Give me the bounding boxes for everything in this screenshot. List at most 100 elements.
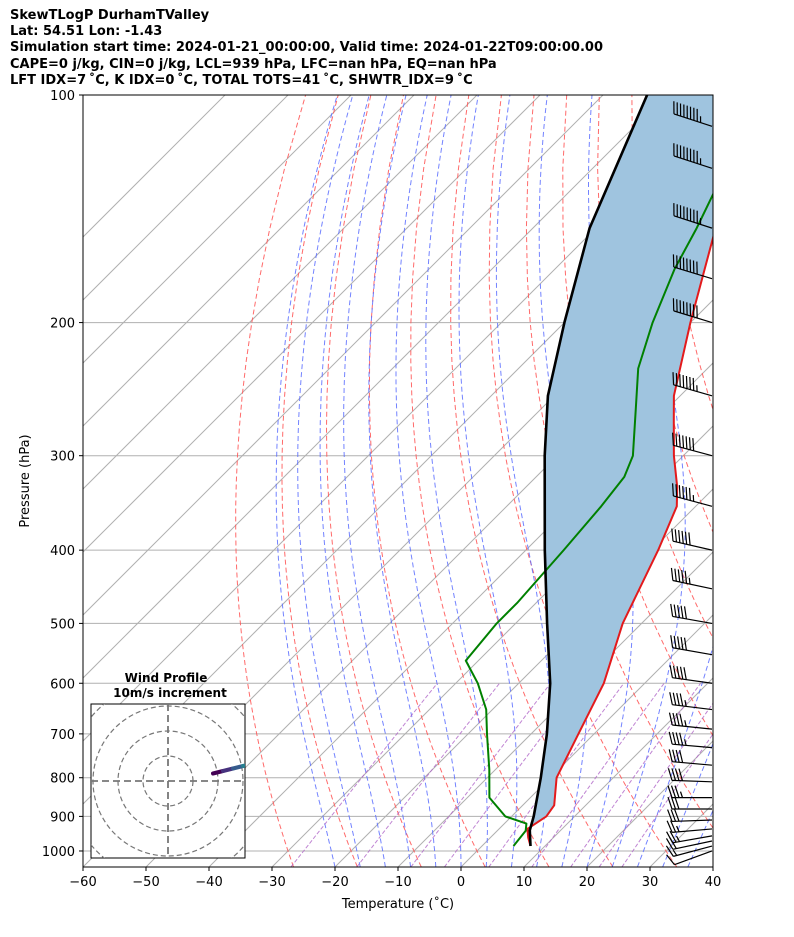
barb-flag [672,749,677,763]
barb-flag [675,484,678,497]
isotherm [712,866,713,867]
barb-flag [680,636,684,650]
mixing-ratio-line [598,702,713,867]
isotherm [83,95,478,490]
barb-flag [682,486,685,499]
wind-barb [666,820,713,833]
barb-half-flag [684,720,687,727]
wind-barb [666,830,713,844]
x-tick-label: 10 [516,875,533,890]
y-tick-label: 300 [50,450,75,465]
parcel-line [528,95,649,847]
barb-flag [668,731,673,745]
barb-staff [672,579,713,590]
barb-flag [670,635,674,648]
moist-adiabat [319,95,386,867]
barb-flag [675,433,678,447]
dry-adiabat [281,95,358,867]
barb-staff [674,850,713,866]
barb-flag [682,435,685,449]
barb-staff [672,779,713,783]
barb-flag [679,750,684,763]
barb-staff [672,819,713,823]
barb-flag [685,376,688,389]
barb-flag [672,372,675,385]
hodograph-segment [268,756,271,759]
wind-barb [673,143,713,169]
barb-staff [673,384,713,397]
barb-half-flag [684,700,687,707]
y-tick-label: 400 [50,544,75,559]
wind-barb [672,372,713,397]
dry-adiabat [525,95,713,829]
x-tick-label: −40 [195,875,222,890]
barb-flag [669,665,673,678]
x-tick-label: −20 [321,875,348,890]
wind-barb [668,749,713,766]
barb-flag [672,432,674,446]
barb-flag [682,375,685,388]
hodograph-segment [253,761,263,764]
barb-flag [677,636,681,650]
barb-flag [667,796,673,810]
barb-flag [667,785,673,798]
y-axis-label: Pressure (hPa) [18,434,33,527]
dry-adiabat [450,95,614,867]
barb-flag [679,713,684,727]
wind-barb [667,785,712,799]
barb-flag [678,768,684,781]
x-tick-label: −50 [132,875,159,890]
barb-flag [672,732,677,745]
barb-flag [683,637,687,651]
moist-adiabat [636,644,713,867]
barb-half-flag [679,791,684,798]
barb-flag [677,569,681,583]
barb-flag [681,570,684,583]
barb-flag [679,666,684,680]
y-tick-label: 700 [50,728,75,743]
hodograph-segment [271,754,274,757]
barb-flag [681,530,684,544]
barb-flag [671,528,674,542]
barb-staff [672,647,713,656]
barb-flag [679,693,684,707]
barb-flag [692,377,695,391]
barb-staff [672,704,713,711]
y-axis: 1000 900 800 700 600 500 400 300 200 100 [42,89,83,860]
isotherm [271,425,713,867]
barb-flag [688,437,691,450]
barb-flag [666,854,675,866]
barb-flag [673,604,677,618]
barb-half-flag [676,825,680,833]
barb-flag [679,374,681,387]
barb-flag [676,693,680,706]
wind-barb [666,850,713,866]
barb-flag [666,831,674,844]
wind-barb [667,768,713,783]
mixing-ratio-line [570,683,701,867]
mixing-ratio-line [290,682,438,867]
wind-barb [668,731,713,749]
wind-barb [669,692,713,711]
hodograph-segment [263,759,268,762]
y-tick-label: 1000 [42,845,75,860]
inset-subtitle: 10m/s increment [113,686,227,700]
moist-adiabat [297,95,361,867]
dry-adiabat [325,95,422,867]
barb-flag [672,665,677,679]
wind-barb [669,665,713,684]
x-tick-label: 0 [457,875,465,890]
barb-flag [675,749,680,763]
chart-title: SkewTLogP DurhamTValley [10,8,210,23]
barb-staff [672,615,713,624]
hodograph-inset [90,703,274,859]
barb-flag [674,785,680,798]
barb-flag [672,712,677,726]
wind-barb [665,845,713,857]
isotherm [83,95,667,679]
dry-adiabat [730,95,794,867]
hodograph-segment [241,763,245,768]
barb-flag [670,567,674,581]
wind-barb [670,603,713,624]
wind-barb [672,483,713,507]
